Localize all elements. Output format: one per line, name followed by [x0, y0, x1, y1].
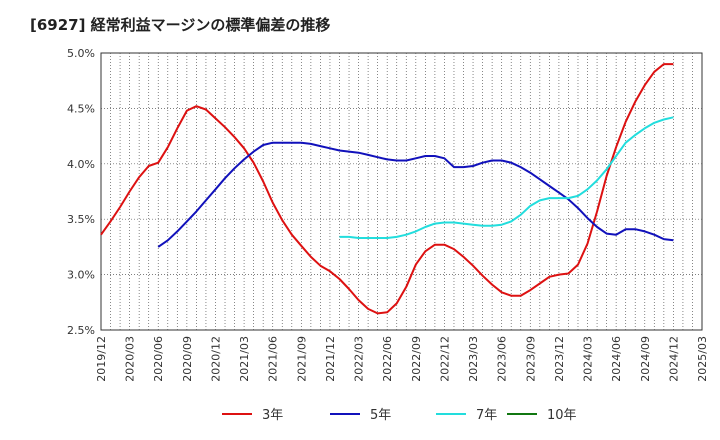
x-tick-label: 2021/03	[238, 336, 251, 382]
y-tick-label: 5.0%	[67, 47, 95, 60]
x-tick-label: 2019/12	[95, 336, 108, 382]
x-tick-label: 2022/12	[438, 336, 451, 382]
x-tick-label: 2024/12	[667, 336, 680, 382]
chart-title: [6927] 経常利益マージンの標準偏差の推移	[30, 16, 331, 34]
x-tick-label: 2024/09	[639, 336, 652, 382]
plot-area	[100, 52, 703, 331]
x-tick-label: 2022/03	[353, 336, 366, 382]
legend-label-5年: 5年	[370, 408, 391, 423]
x-tick-label: 2023/03	[467, 336, 480, 382]
x-tick-label: 2022/06	[381, 336, 394, 382]
series-line-3年	[100, 63, 674, 315]
x-tick-label: 2023/06	[496, 336, 509, 382]
x-tick-label: 2022/09	[410, 336, 423, 382]
x-tick-label: 2025/03	[696, 336, 709, 382]
x-tick-label: 2021/09	[295, 336, 308, 382]
x-tick-label: 2024/06	[610, 336, 623, 382]
series-line-7年	[339, 116, 674, 239]
y-tick-label: 3.5%	[67, 213, 95, 226]
x-tick-label: 2020/09	[181, 336, 194, 382]
y-tick-label: 4.5%	[67, 102, 95, 115]
x-tick-label: 2020/06	[152, 336, 165, 382]
legend-label-7年: 7年	[476, 408, 497, 423]
series-line-5年	[157, 141, 674, 248]
x-tick-label: 2020/03	[124, 336, 137, 382]
legend-label-3年: 3年	[262, 408, 283, 423]
x-tick-label: 2020/12	[209, 336, 222, 382]
y-tick-label: 4.0%	[67, 158, 95, 171]
x-tick-label: 2024/03	[582, 336, 595, 382]
y-tick-label: 2.5%	[67, 324, 95, 337]
x-tick-label: 2023/12	[553, 336, 566, 382]
x-tick-label: 2021/12	[324, 336, 337, 382]
legend-label-10年: 10年	[547, 408, 577, 423]
x-tick-label: 2023/09	[524, 336, 537, 382]
x-tick-label: 2021/06	[267, 336, 280, 382]
y-tick-label: 3.0%	[67, 269, 95, 282]
